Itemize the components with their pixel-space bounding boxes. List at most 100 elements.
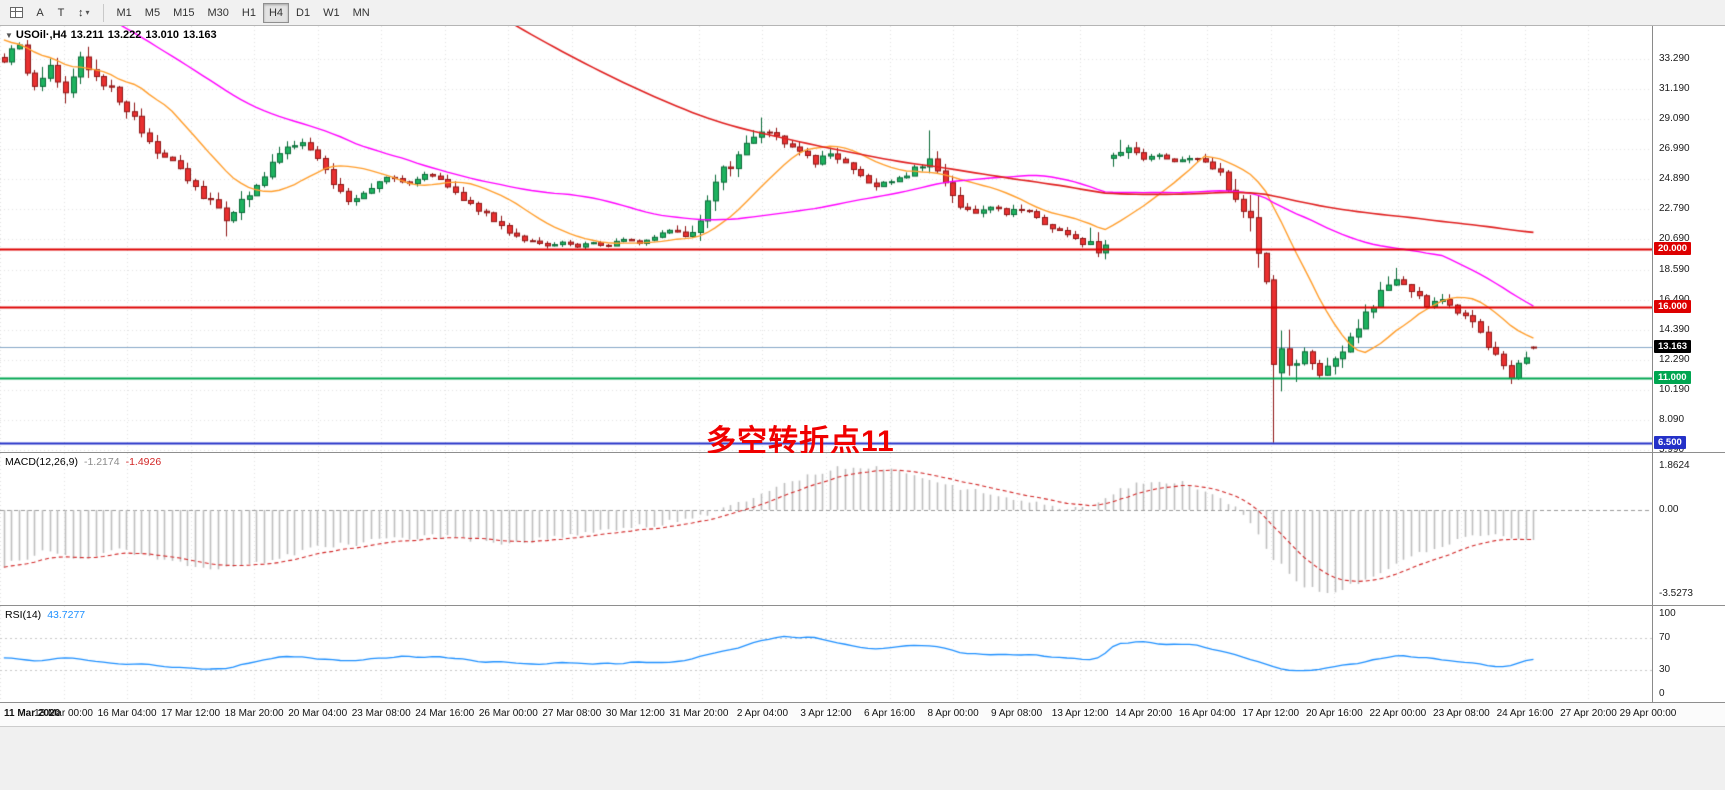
timeframe-button-H4[interactable]: H4 — [262, 2, 290, 23]
timeframe-button-MN[interactable]: MN — [352, 6, 370, 19]
timeframe-button-H1[interactable]: H1 — [241, 6, 256, 19]
time-axis-label: 8 Apr 00:00 — [927, 708, 979, 719]
time-axis-label: 18 Mar 20:00 — [224, 708, 284, 719]
time-axis-label: 20 Mar 04:00 — [288, 708, 348, 719]
timeframe-button-W1[interactable]: W1 — [323, 6, 340, 19]
price-chart-canvas[interactable] — [0, 26, 1652, 452]
rsi-scale[interactable]: 100 70 30 0 — [1652, 606, 1725, 702]
time-axis-label: 17 Apr 12:00 — [1242, 708, 1300, 719]
scale-label: 100 — [1659, 608, 1676, 619]
macd-canvas[interactable] — [0, 453, 1652, 605]
time-axis-label: 24 Apr 16:00 — [1496, 708, 1554, 719]
scale-label: 20.690 — [1659, 233, 1690, 245]
price-tag: 11.000 — [1654, 371, 1691, 385]
rsi-header: RSI(14) 43.7277 — [5, 609, 91, 621]
time-axis-label: 20 Apr 16:00 — [1305, 708, 1363, 719]
toolbar-separator — [102, 3, 104, 22]
time-axis-label: 26 Mar 00:00 — [478, 708, 538, 719]
timeframe-button-M15[interactable]: M15 — [173, 6, 195, 19]
ohlc-low: 13.010 — [145, 29, 180, 41]
rsi-name-label: RSI(14) — [5, 609, 42, 621]
scale-label: 12.290 — [1659, 353, 1690, 365]
price-tag: 20.000 — [1654, 242, 1692, 256]
scale-label: 70 — [1659, 632, 1671, 643]
timeframe-button-M30[interactable]: M30 — [207, 6, 229, 19]
symbol-ohlc-header: ▼ USOil·,H4 13.211 13.222 13.010 13.163 — [5, 29, 221, 41]
time-axis-label: 27 Mar 08:00 — [542, 708, 602, 719]
timeframe-button-group: M1 M5 M15 M30 H1 H4 D1 W1 MN — [111, 2, 376, 23]
scale-label: 1.8624 — [1659, 459, 1690, 471]
scale-label: 33.290 — [1659, 52, 1690, 64]
macd-name-label: MACD(12,26,9) — [5, 456, 78, 468]
chart-grid-icon — [10, 7, 23, 18]
time-axis-label: 27 Apr 20:00 — [1560, 708, 1617, 719]
toolbar: A T ↕ ▾ M1 M5 M15 M30 H1 H4 D1 W1 MN — [0, 0, 1725, 26]
macd-header: MACD(12,26,9) -1.2174 -1.4926 — [5, 456, 167, 468]
scale-label: 16.490 — [1659, 294, 1690, 305]
time-axis-label: 14 Apr 20:00 — [1115, 708, 1173, 719]
time-axis-label: 22 Apr 00:00 — [1369, 708, 1427, 719]
scale-label: 14.390 — [1659, 323, 1690, 335]
time-axis-label: 29 Apr 00:00 — [1619, 708, 1677, 719]
time-axis-label: 16 Apr 04:00 — [1178, 708, 1236, 719]
rsi-panel: RSI(14) 43.7277 100 70 30 0 — [0, 606, 1725, 703]
time-axis-label: 23 Apr 08:00 — [1433, 708, 1490, 719]
chart-window-icon[interactable] — [4, 3, 29, 23]
time-axis-label: 13 Mar 00:00 — [34, 708, 93, 719]
scale-label: 22.790 — [1659, 203, 1690, 215]
time-axis-label: 24 Mar 16:00 — [415, 708, 475, 719]
price-scale[interactable]: 33.290 31.190 29.090 26.990 24.890 22.790 20.6… — [1652, 26, 1725, 455]
time-axis-label: 13 Apr 12:00 — [1051, 708, 1109, 719]
scale-label: 30 — [1659, 664, 1671, 675]
annotate-a-button[interactable]: A — [36, 6, 44, 19]
macd-signal-value: -1.4926 — [125, 456, 162, 468]
time-axis-label: 17 Mar 12:00 — [161, 708, 221, 719]
time-axis-label: 6 Apr 16:00 — [863, 708, 916, 719]
time-axis-label: 31 Mar 20:00 — [669, 708, 729, 719]
dropdown-caret-icon: ▾ — [85, 8, 90, 17]
chart-annotation-text[interactable]: 多空转折点11 — [706, 425, 895, 458]
rsi-canvas[interactable] — [0, 606, 1652, 702]
ohlc-high: 13.222 — [107, 29, 142, 41]
macd-main-value: -1.2174 — [83, 456, 120, 468]
scale-label: 0.00 — [1659, 504, 1679, 515]
time-axis-label: 9 Apr 08:00 — [991, 708, 1043, 719]
timeframe-button-M1[interactable]: M1 — [116, 6, 132, 19]
symbol-label: USOil·,H4 — [15, 29, 67, 41]
scale-label: 29.090 — [1659, 113, 1690, 125]
price-tag: 13.163 — [1654, 340, 1692, 354]
scale-label: 18.590 — [1659, 263, 1690, 275]
ohlc-close: 13.163 — [183, 29, 217, 41]
scale-label: -3.5273 — [1659, 587, 1693, 599]
cycles-dropdown-button[interactable]: ↕ ▾ — [78, 6, 90, 19]
time-axis-label: 30 Mar 12:00 — [605, 708, 665, 719]
time-axis-label: 16 Mar 04:00 — [97, 708, 157, 719]
price-tag: 16.000 — [1654, 299, 1692, 313]
scale-label: 10.190 — [1659, 383, 1690, 395]
scale-label: 26.990 — [1659, 143, 1690, 155]
scale-label: 5.990 — [1659, 443, 1685, 455]
price-tag: 6.500 — [1654, 435, 1686, 449]
main-price-panel: ▼ USOil·,H4 13.211 13.222 13.010 13.163 多空转折点… — [0, 26, 1725, 458]
scale-label: 0 — [1659, 688, 1665, 699]
scale-label: 31.190 — [1659, 83, 1690, 95]
window-filler — [0, 727, 1725, 790]
macd-panel: MACD(12,26,9) -1.2174 -1.4926 1.8624 0.00 -3… — [0, 453, 1725, 606]
scale-label: 8.090 — [1659, 413, 1685, 425]
time-axis-label: 23 Mar 08:00 — [351, 708, 411, 719]
rsi-value: 43.7277 — [47, 609, 86, 621]
ohlc-open: 13.211 — [70, 29, 104, 41]
time-axis-label: 3 Apr 12:00 — [800, 708, 852, 719]
chart-area: ▼ USOil·,H4 13.211 13.222 13.010 13.163 多空转折点… — [0, 26, 1725, 790]
scale-label: 24.890 — [1659, 173, 1690, 185]
timeframe-button-D1[interactable]: D1 — [296, 6, 311, 19]
collapse-triangle-icon[interactable]: ▼ — [5, 31, 13, 40]
time-axis[interactable]: 11 Mar 2020 13 Mar 00:00 16 Mar 04:00 17 Ma… — [0, 703, 1725, 727]
toolbar-icon-group: A T ↕ ▾ — [4, 3, 96, 23]
text-tool-button[interactable]: T — [57, 6, 65, 19]
timeframe-button-M5[interactable]: M5 — [144, 6, 161, 19]
macd-scale[interactable]: 1.8624 0.00 -3.5273 — [1652, 453, 1725, 605]
time-axis-label: 2 Apr 04:00 — [736, 708, 789, 719]
time-axis-label: 11 Mar 2020 — [4, 708, 61, 719]
